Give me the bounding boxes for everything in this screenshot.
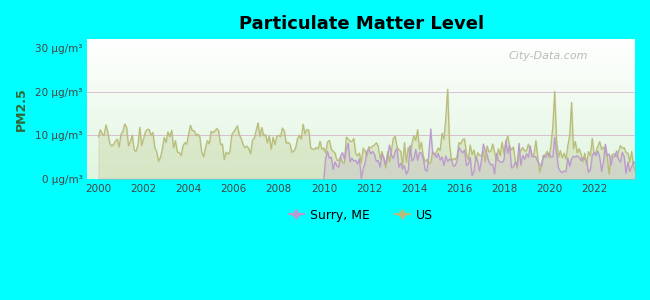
Title: Particulate Matter Level: Particulate Matter Level [239, 15, 484, 33]
Text: City-Data.com: City-Data.com [509, 51, 588, 61]
Y-axis label: PM2.5: PM2.5 [15, 87, 28, 131]
Legend: Surry, ME, US: Surry, ME, US [284, 204, 438, 227]
